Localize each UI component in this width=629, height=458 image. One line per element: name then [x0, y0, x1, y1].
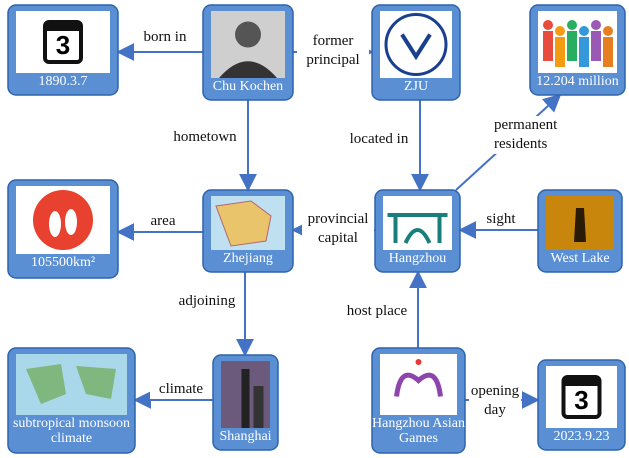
node-label: Shanghai — [213, 429, 278, 447]
tower2 — [254, 386, 264, 428]
edge-label: born in — [137, 28, 193, 47]
person-head — [543, 20, 553, 30]
edge-label: opening day — [469, 382, 521, 420]
node-label: 12.204 million — [530, 74, 625, 92]
edge-label: located in — [342, 130, 416, 149]
node-label: 105500km² — [8, 255, 118, 275]
calendar-day: 3 — [56, 30, 70, 60]
games-sun — [416, 359, 422, 365]
node-label: subtropical monsoon climate — [8, 416, 135, 450]
knowledge-graph: 3 3 1890.3.7 Chu Kochen ZJU 12.204 million 10… — [0, 0, 629, 458]
person-body — [555, 37, 565, 67]
edge-label: area — [148, 212, 178, 231]
node-image — [383, 196, 452, 250]
node-label: Zhejiang — [203, 251, 293, 269]
person-head — [579, 26, 589, 36]
person-head — [591, 20, 601, 30]
node-label: 2023.9.23 — [538, 429, 625, 447]
tower — [242, 369, 250, 428]
calendar-day: 3 — [574, 385, 588, 415]
person-head — [555, 26, 565, 36]
edge-label: sight — [484, 210, 518, 229]
node-label: Chu Kochen — [203, 79, 293, 97]
person-body — [591, 31, 601, 61]
edge-label: provincial capital — [302, 210, 374, 248]
portrait-head — [235, 22, 261, 48]
person-body — [579, 37, 589, 67]
edge-label: hometown — [165, 128, 245, 147]
person-body — [603, 37, 613, 67]
footprint-icon — [33, 190, 93, 250]
node-label: 1890.3.7 — [8, 74, 118, 92]
edge-label: climate — [150, 380, 212, 399]
node-label: Hangzhou Asian Games — [372, 416, 465, 450]
person-head — [567, 20, 577, 30]
foot-right — [65, 209, 77, 235]
node-image — [380, 11, 452, 78]
person-body — [567, 31, 577, 61]
node-label: ZJU — [372, 79, 460, 97]
foot-left — [49, 211, 61, 237]
edge-label: former principal — [297, 32, 369, 70]
edge-label: adjoining — [172, 292, 242, 311]
node-label: Hangzhou — [375, 251, 460, 269]
pagoda — [574, 208, 586, 242]
edge-label: host place — [340, 302, 414, 321]
edge-label: permanent residents — [494, 116, 574, 154]
person-body — [543, 31, 553, 61]
node-label: West Lake — [538, 251, 622, 269]
person-head — [603, 26, 613, 36]
